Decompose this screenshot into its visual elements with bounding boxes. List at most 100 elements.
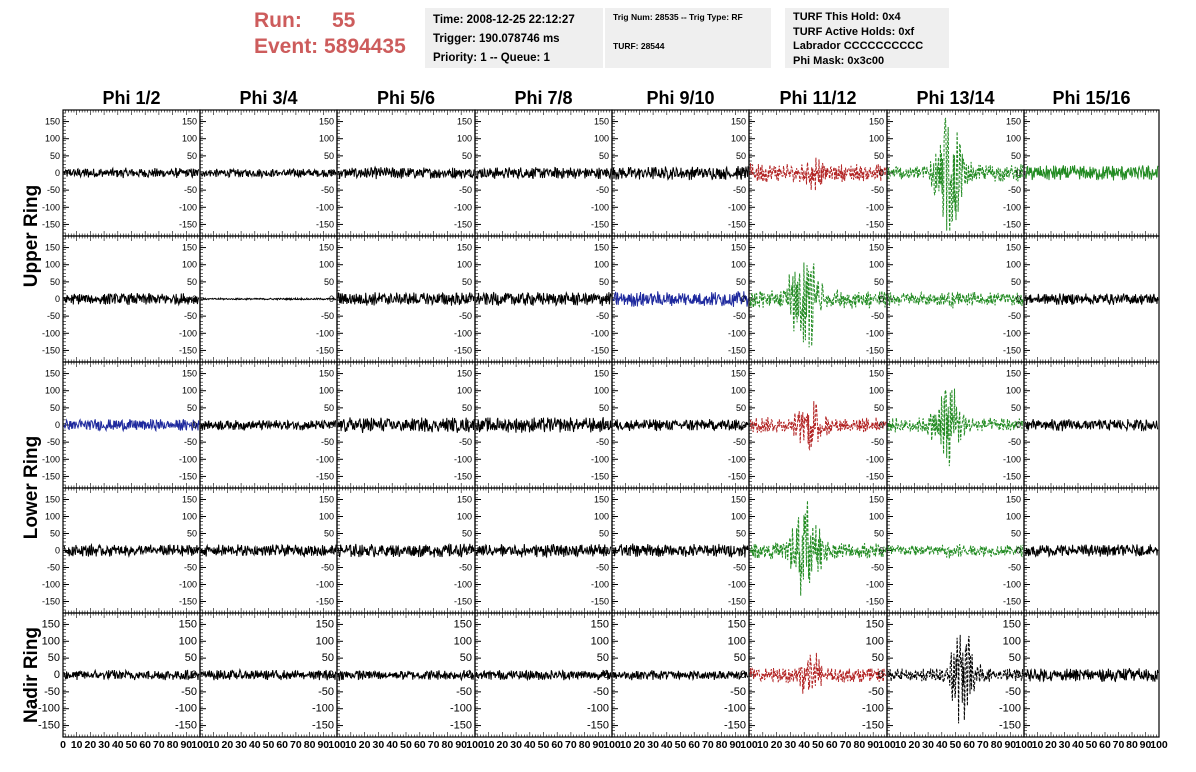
y-tick-label: 150	[869, 243, 884, 253]
y-tick-label: 150	[45, 117, 60, 127]
y-tick-label: 100	[594, 134, 609, 144]
waveform-panel: 150 100 50 0 -50 -100 -150	[728, 235, 888, 363]
y-tick-label: 50	[599, 529, 609, 539]
waveform-panel: 150 100 50 0 -50 -100 -150	[866, 235, 1025, 363]
run-event-block: Run: 55 Event: 5894435	[254, 8, 406, 60]
y-tick-label: 50	[187, 529, 197, 539]
y-tick-label: -50	[321, 437, 334, 447]
y-tick-label: 150	[319, 369, 334, 379]
y-tick-label: 0	[604, 546, 609, 556]
y-tick-label: 100	[1006, 260, 1021, 270]
y-tick-label: 100	[594, 512, 609, 522]
waveform-series	[612, 165, 749, 181]
y-tick-label: -100	[179, 454, 197, 464]
y-tick-label: 0	[55, 294, 60, 304]
y-tick-label: -100	[866, 580, 884, 590]
y-tick-label: -150	[42, 219, 60, 229]
y-tick-label: -150	[591, 219, 609, 229]
y-tick-label: 150	[594, 369, 609, 379]
waveform-panel: 150 100 50 0 -50 -100 -150	[179, 361, 338, 489]
y-tick-label: -150	[179, 597, 197, 607]
y-tick-label: -150	[728, 219, 746, 229]
y-tick-label: 150	[45, 495, 60, 505]
waveform-panel: 150 100 50 0 -50 -100 -150	[728, 109, 888, 237]
y-tick-label: 150	[869, 369, 884, 379]
waveform-panel: 150 100 50 0 -50 -100 -150	[1003, 235, 1160, 363]
waveform-series	[63, 292, 199, 307]
y-tick-label: 50	[736, 151, 746, 161]
ring-title: Nadir Ring	[21, 627, 42, 723]
y-tick-label: -100	[42, 202, 60, 212]
y-tick-label: 0	[467, 420, 472, 430]
y-tick-label: -50	[871, 563, 884, 573]
y-tick-label: 0	[192, 168, 197, 178]
waveform-series	[1024, 165, 1159, 181]
y-tick-label: -150	[42, 471, 60, 481]
y-tick-label: 100	[731, 386, 746, 396]
y-tick-label: -100	[42, 454, 60, 464]
y-tick-label: 0	[741, 294, 746, 304]
y-tick-label: 150	[182, 243, 197, 253]
y-tick-label: 50	[324, 151, 334, 161]
y-tick-label: 50	[462, 277, 472, 287]
y-tick-label: 50	[874, 529, 884, 539]
y-tick-label: -100	[1003, 328, 1021, 338]
y-tick-label: 0	[604, 168, 609, 178]
y-tick-label: 100	[1006, 512, 1021, 522]
y-tick-label: 100	[594, 386, 609, 396]
y-tick-label: 100	[182, 386, 197, 396]
waveform-series	[612, 543, 749, 558]
turf-info-box: TURF This Hold: 0x4 TURF Active Holds: 0…	[785, 8, 949, 68]
y-tick-label: 150	[45, 369, 60, 379]
y-tick-label: 150	[1006, 117, 1021, 127]
waveform-panel: 150 100 50 0 -50 -100 -150	[316, 361, 476, 489]
y-tick-label: -100	[728, 454, 746, 464]
waveform-series	[749, 500, 887, 596]
y-tick-label: -150	[728, 471, 746, 481]
y-tick-label: 0	[329, 294, 334, 304]
y-tick-label: -150	[316, 597, 334, 607]
time-info-box: Time: 2008-12-25 22:12:27 Trigger: 190.0…	[425, 8, 603, 68]
y-tick-label: -100	[866, 202, 884, 212]
y-tick-label: -50	[733, 311, 746, 321]
y-tick-label: 100	[457, 386, 472, 396]
y-tick-label: -150	[454, 471, 472, 481]
y-tick-label: -150	[591, 471, 609, 481]
turf-this-hold-text: TURF This Hold: 0x4	[793, 11, 901, 23]
y-tick-label: 50	[736, 403, 746, 413]
y-tick-label: -150	[728, 597, 746, 607]
y-tick-label: -50	[47, 563, 60, 573]
waveform-series	[887, 117, 1024, 232]
y-tick-label: -50	[596, 311, 609, 321]
y-tick-label: -50	[459, 185, 472, 195]
y-tick-label: 100	[594, 260, 609, 270]
y-tick-label: 150	[594, 117, 609, 127]
y-tick-label: 0	[192, 546, 197, 556]
y-tick-label: 0	[192, 420, 197, 430]
y-tick-label: 50	[874, 403, 884, 413]
y-tick-label: 50	[1011, 151, 1021, 161]
y-tick-label: 0	[879, 294, 884, 304]
waveform-panel: 150 100 50 0 -50 -100 -150	[1003, 361, 1160, 489]
y-tick-label: 150	[42, 618, 60, 630]
y-tick-label: -150	[591, 597, 609, 607]
phi-mask-text: Phi Mask: 0x3c00	[793, 54, 885, 67]
waveform-series	[337, 417, 475, 433]
waveform-panel: 150 100 50 0 -50 -100 -150	[1003, 109, 1160, 237]
run-row: Run: 55	[254, 8, 406, 34]
y-tick-label: 100	[869, 260, 884, 270]
waveform-series	[1024, 544, 1159, 558]
y-tick-label: -50	[596, 437, 609, 447]
waveform-panel: 150 100 50 0 -50 -100 -150	[42, 109, 201, 237]
y-tick-label: 50	[50, 151, 60, 161]
y-tick-label: -150	[454, 345, 472, 355]
priority-text: Priority: 1 -- Queue: 1	[433, 52, 550, 64]
y-tick-label: 150	[1006, 369, 1021, 379]
y-tick-label: 0	[55, 546, 60, 556]
turf-text: TURF: 28544	[613, 41, 665, 51]
y-tick-label: -100	[316, 202, 334, 212]
y-tick-label: -100	[316, 580, 334, 590]
y-tick-label: 150	[182, 495, 197, 505]
y-tick-label: -150	[179, 471, 197, 481]
